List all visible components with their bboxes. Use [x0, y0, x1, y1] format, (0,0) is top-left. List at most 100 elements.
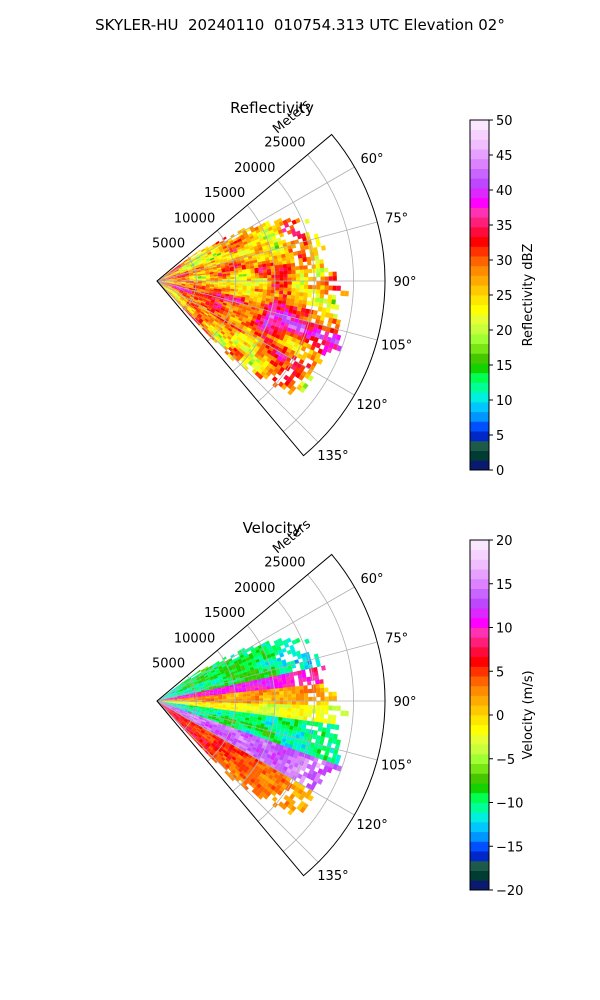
radar-cell	[185, 705, 190, 707]
radar-cell	[237, 713, 242, 717]
radar-cell	[191, 721, 196, 725]
radar-cell	[214, 276, 219, 279]
radar-cell	[218, 284, 223, 287]
radar-cell	[198, 725, 203, 729]
radar-cell	[164, 696, 169, 699]
radar-cell	[296, 384, 303, 391]
azimuth-tick-label: 60°	[361, 572, 384, 587]
radar-cell	[239, 242, 244, 247]
radar-cell	[247, 754, 253, 759]
radar-cell	[177, 703, 182, 705]
radar-cell	[203, 263, 208, 266]
radar-cell	[206, 322, 211, 327]
radar-cell	[241, 319, 247, 324]
radar-cell	[243, 243, 249, 248]
radar-cell	[186, 684, 191, 687]
radar-cell	[236, 656, 241, 661]
radar-cell	[324, 289, 329, 295]
radar-cell	[185, 286, 190, 288]
radar-cell	[266, 349, 272, 355]
radar-cell	[193, 732, 198, 737]
radar-cell	[193, 277, 198, 280]
radar-cell	[195, 687, 201, 690]
radar-cell	[188, 707, 193, 710]
radar-cell	[228, 745, 234, 751]
radar-cell	[326, 723, 332, 729]
radar-cell	[175, 689, 179, 692]
radar-cell	[169, 698, 174, 700]
radar-cell	[206, 670, 211, 674]
radar-cell	[279, 290, 284, 295]
radar-cell	[263, 698, 268, 702]
radar-cell	[279, 232, 285, 238]
radar-cell	[163, 286, 167, 289]
radar-cell	[277, 737, 283, 742]
radar-cell	[291, 266, 296, 271]
radar-cell	[316, 268, 321, 273]
reflectivity-panel: Reflectivity60°75°90°105°120°135°5000100…	[152, 97, 536, 479]
radar-cell	[205, 286, 210, 288]
radar-cell	[295, 650, 301, 656]
radar-cell	[295, 338, 301, 345]
azimuth-tick-label: 75°	[385, 211, 408, 226]
radar-cell	[199, 254, 204, 258]
radar-cell	[222, 702, 227, 705]
radar-cell	[228, 240, 234, 244]
radar-cell	[330, 757, 336, 765]
radar-cell	[233, 318, 239, 322]
radar-cell	[250, 358, 256, 364]
radar-cell	[198, 297, 203, 300]
radar-cell	[246, 705, 251, 709]
radar-cell	[299, 693, 305, 698]
radar-cell	[292, 309, 297, 315]
radar-cell	[239, 743, 245, 748]
radar-cell	[240, 236, 246, 241]
radar-cell	[264, 352, 271, 358]
radar-cell	[216, 251, 221, 255]
radar-cell	[239, 338, 245, 344]
radar-cell	[291, 288, 296, 293]
radar-cell	[253, 716, 258, 720]
radar-cell	[324, 696, 329, 702]
radar-cell	[312, 747, 318, 754]
radar-cell	[278, 717, 283, 721]
radar-cell	[300, 311, 305, 317]
radar-cell	[320, 731, 326, 737]
radar-cell	[317, 306, 323, 312]
radar-cell	[311, 341, 318, 347]
radar-cell	[185, 278, 190, 280]
radar-cell	[201, 708, 206, 710]
radar-cell	[197, 691, 202, 694]
radar-cell	[197, 283, 202, 285]
radar-cell	[309, 335, 315, 342]
radar-cell	[261, 717, 266, 722]
radar-cell	[245, 683, 250, 688]
radar-cell	[296, 755, 302, 761]
radar-cell	[197, 300, 202, 304]
radar-cell	[334, 304, 340, 311]
radar-cell	[173, 277, 178, 279]
radar-cell	[298, 739, 304, 745]
radar-cell	[182, 685, 187, 689]
radar-cell	[254, 288, 259, 292]
radar-cell	[314, 332, 321, 339]
radar-cell	[184, 304, 189, 308]
radar-cell	[212, 672, 217, 677]
radar-cell	[207, 734, 212, 739]
radar-cell	[205, 323, 210, 328]
radar-cell	[293, 741, 299, 747]
radar-cell	[254, 321, 259, 327]
colorbar-swatch	[470, 314, 489, 325]
radar-cell	[195, 713, 200, 717]
radar-cell	[317, 324, 323, 331]
radar-cell	[238, 705, 243, 708]
radar-cell	[170, 710, 174, 713]
radar-cell	[186, 295, 191, 298]
radar-cell	[252, 677, 257, 681]
radar-cell	[211, 260, 216, 264]
radar-cell	[249, 322, 255, 327]
radar-cell	[319, 713, 325, 719]
radar-cell	[234, 323, 240, 329]
radar-cell	[168, 291, 173, 296]
radar-cell	[245, 263, 250, 268]
